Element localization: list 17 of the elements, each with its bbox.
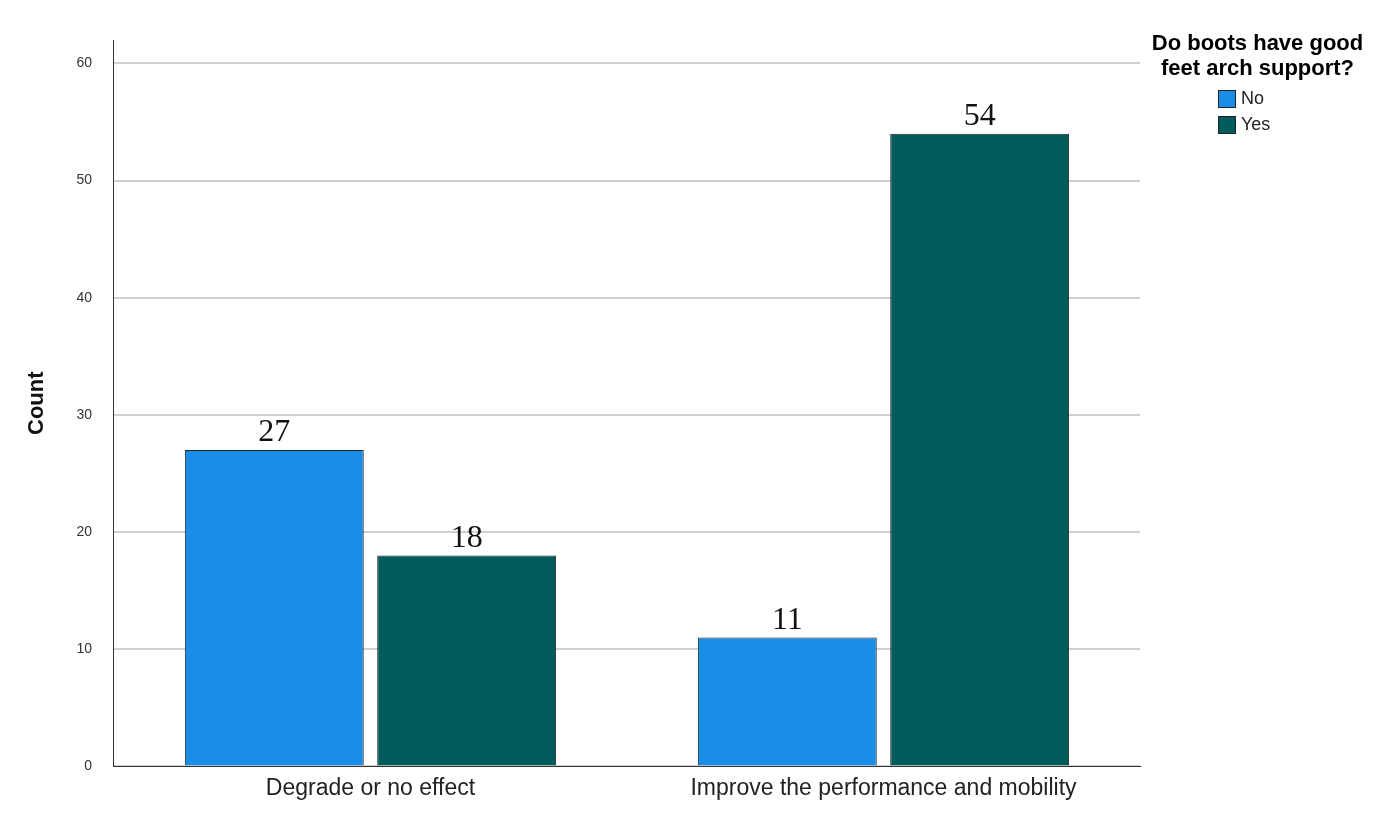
legend-label: No bbox=[1241, 88, 1265, 109]
data-label: 54 bbox=[963, 96, 996, 133]
x-tick-label: Improve the performance and mobility bbox=[690, 773, 1078, 800]
x-tick-label: Degrade or no effect bbox=[265, 773, 476, 800]
y-tick-label: 30 bbox=[76, 405, 93, 422]
data-label: 11 bbox=[771, 599, 803, 636]
data-label: 27 bbox=[258, 412, 291, 449]
y-tick-label: 10 bbox=[76, 640, 93, 657]
y-tick-label: 0 bbox=[84, 757, 93, 774]
y-tick-label: 60 bbox=[76, 54, 93, 71]
legend-title: Do boots have good feet arch support? bbox=[1150, 30, 1365, 80]
y-tick-label: 40 bbox=[76, 288, 93, 305]
y-tick-label: 50 bbox=[76, 171, 93, 188]
legend-label: Yes bbox=[1241, 114, 1271, 135]
y-tick-label: 20 bbox=[76, 522, 93, 539]
data-label: 18 bbox=[450, 517, 483, 554]
y-axis-title: Count bbox=[23, 370, 49, 435]
